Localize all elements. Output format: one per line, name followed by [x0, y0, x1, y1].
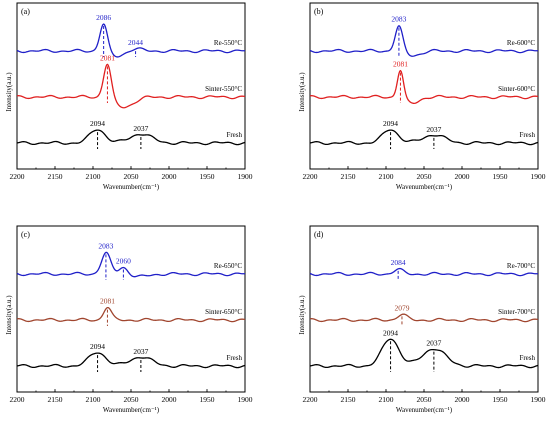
series-line-re-650-c [16, 251, 246, 278]
series-label: Sinter-550°C [205, 85, 242, 93]
x-tick-label: 1900 [238, 395, 253, 404]
y-axis-label: Intensity(a.u.) [298, 295, 306, 335]
panel-label: (b) [314, 7, 324, 16]
peak-label: 2037 [426, 125, 441, 134]
x-axis-label: Wavenumber(cm⁻¹) [396, 183, 453, 191]
series-label: Re-650°C [214, 262, 242, 270]
x-tick-label: 2050 [417, 395, 432, 404]
series-line-sinter-650-c [16, 306, 246, 323]
x-tick-label: 2200 [10, 172, 25, 181]
peak-label: 2094 [383, 328, 398, 337]
series-label: Fresh [226, 354, 242, 362]
x-tick-label: 2050 [417, 172, 432, 181]
panel-d: 2200 2150 2100 2050 2000 1950 1900 Wavenumber(c… [298, 225, 546, 414]
series-label: Fresh [519, 131, 535, 139]
peak-label: 2094 [383, 119, 398, 128]
x-tick-label: 2200 [303, 395, 318, 404]
series-line-fresh [309, 338, 539, 369]
panel-label: (c) [21, 230, 30, 239]
x-tick-label: 1950 [493, 172, 508, 181]
y-axis-label: Intensity(a.u.) [298, 72, 306, 112]
peak-label: 2037 [133, 124, 148, 133]
x-tick-label: 1900 [531, 395, 546, 404]
x-tick-label: 2000 [162, 395, 177, 404]
x-tick-label: 2000 [162, 172, 177, 181]
peak-label: 2081 [100, 53, 115, 62]
x-tick-label: 2150 [341, 172, 356, 181]
panel-label: (d) [314, 230, 324, 239]
x-tick-label: 2100 [86, 172, 101, 181]
x-tick-label: 1900 [238, 172, 253, 181]
x-tick-label: 1950 [493, 395, 508, 404]
peak-label: 2083 [98, 241, 113, 250]
x-tick-label: 2200 [10, 395, 25, 404]
x-tick-label: 1900 [531, 172, 546, 181]
peak-label: 2044 [128, 38, 143, 47]
peak-label: 2079 [394, 303, 409, 312]
peak-label: 2037 [426, 339, 441, 348]
series-line-sinter-600-c [309, 69, 539, 105]
peak-label: 2081 [393, 60, 408, 69]
series-label: Sinter-650°C [205, 308, 242, 316]
peak-label: 2084 [391, 258, 406, 267]
series-line-re-600-c [309, 25, 539, 57]
series-line-sinter-550-c [16, 63, 246, 109]
peak-label: 2037 [133, 347, 148, 356]
panel-a: 2200 2150 2100 2050 2000 1950 1900 Wavenumber(c… [5, 2, 253, 191]
x-tick-label: 1950 [200, 172, 215, 181]
panel-b: 2200 2150 2100 2050 2000 1950 1900 Wavenumber(c… [298, 2, 546, 191]
x-axis-label: Wavenumber(cm⁻¹) [103, 406, 160, 414]
x-tick-label: 2150 [48, 395, 63, 404]
series-label: Re-550°C [214, 39, 242, 47]
y-axis-label: Intensity(a.u.) [5, 295, 13, 335]
series-line-re-700-c [309, 267, 539, 277]
series-line-fresh [16, 129, 246, 146]
peak-label: 2083 [391, 15, 406, 24]
peak-label: 2086 [96, 13, 111, 22]
x-tick-label: 1950 [200, 395, 215, 404]
series-line-fresh [16, 352, 246, 369]
x-axis-label: Wavenumber(cm⁻¹) [396, 406, 453, 414]
panel-label: (a) [21, 7, 30, 16]
peak-label: 2094 [90, 342, 105, 351]
x-tick-label: 2050 [124, 172, 139, 181]
x-tick-label: 2100 [379, 395, 394, 404]
x-tick-label: 2000 [455, 172, 470, 181]
series-label: Fresh [226, 131, 242, 139]
series-label: Re-600°C [507, 39, 535, 47]
y-axis-label: Intensity(a.u.) [5, 72, 13, 112]
x-tick-label: 2100 [379, 172, 394, 181]
series-label: Sinter-700°C [498, 308, 535, 316]
peak-label: 2060 [116, 257, 131, 266]
peak-label: 2081 [100, 297, 115, 306]
x-axis-label: Wavenumber(cm⁻¹) [103, 183, 160, 191]
peak-label: 2094 [90, 119, 105, 128]
series-label: Fresh [519, 354, 535, 362]
x-tick-label: 2200 [303, 172, 318, 181]
series-line-fresh [309, 129, 539, 146]
x-tick-label: 2100 [86, 395, 101, 404]
series-line-sinter-700-c [309, 313, 539, 323]
x-tick-label: 2050 [124, 395, 139, 404]
panel-c: 2200 2150 2100 2050 2000 1950 1900 Wavenumber(c… [5, 225, 253, 414]
x-tick-label: 2150 [341, 395, 356, 404]
x-tick-label: 2150 [48, 172, 63, 181]
x-tick-label: 2000 [455, 395, 470, 404]
series-label: Sinter-600°C [498, 85, 535, 93]
series-line-re-550-c [16, 23, 246, 58]
series-label: Re-700°C [507, 262, 535, 270]
